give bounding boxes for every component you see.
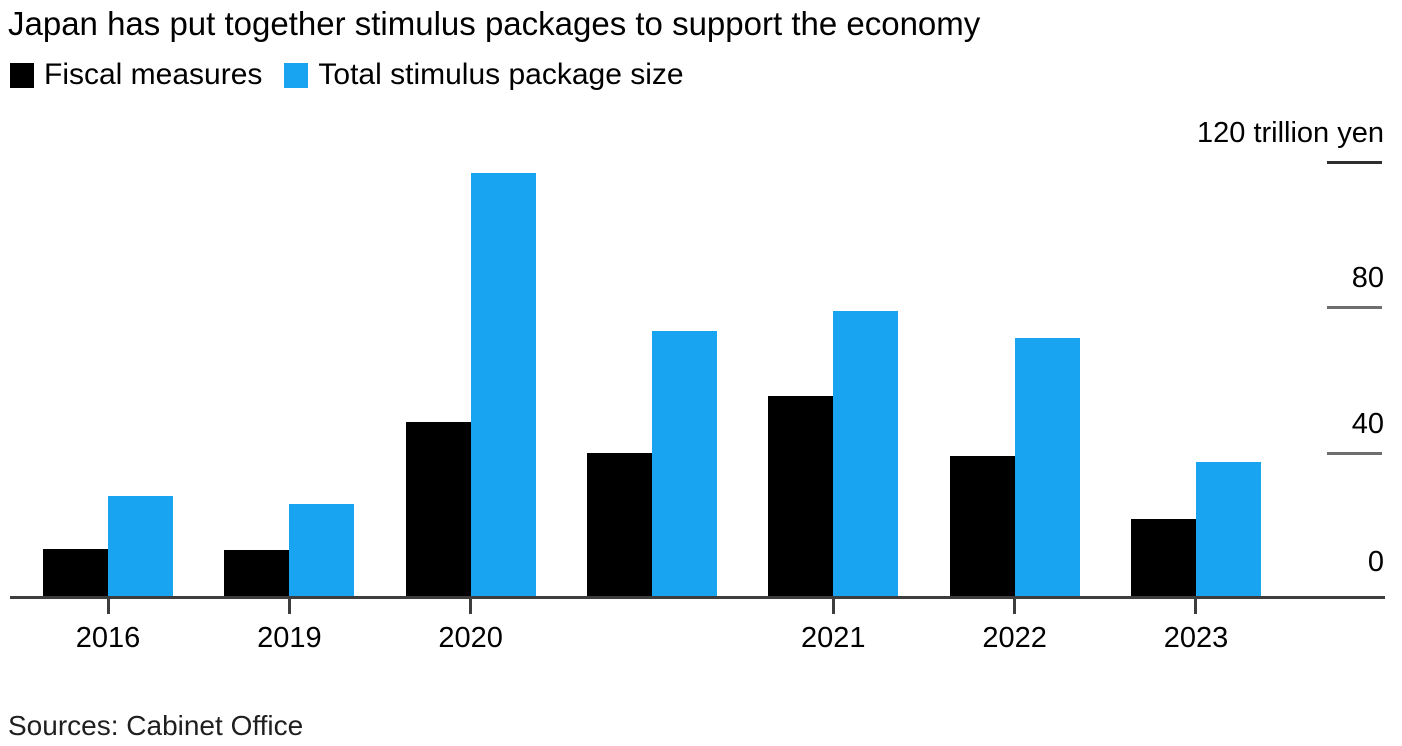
y-tick-80 [1327,306,1382,310]
bar-fiscal-2016 [43,548,108,598]
y-tick-40 [1327,451,1382,455]
legend-label-total: Total stimulus package size [318,58,684,91]
bar-total-2016 [108,495,173,598]
x-label-2023: 2023 [1163,622,1229,654]
legend-item-fiscal: Fiscal measures [10,60,262,90]
legend-label-fiscal: Fiscal measures [44,58,263,91]
x-label-2022: 2022 [982,622,1047,654]
y-label-120: 120 trillion yen [1197,117,1384,149]
bar-total-group-4 [651,330,717,598]
x-label-2021: 2021 [801,622,866,654]
legend-swatch-black-icon [10,62,34,88]
y-label-80: 80 [1351,262,1384,295]
bar-fiscal-2019 [224,550,290,598]
x-axis-line [10,596,1385,599]
x-tick-2019 [287,599,291,614]
x-label-2016: 2016 [75,622,141,654]
x-label-2019: 2019 [257,622,322,654]
bar-total-2020 [470,172,536,598]
x-tick-2022 [1013,599,1017,614]
bar-fiscal-2020 [405,422,471,598]
bar-total-2019 [289,503,355,598]
y-tick-120 [1327,161,1382,164]
x-tick-2016 [106,599,110,614]
bar-total-2023 [1195,462,1261,598]
source-note: Sources: Cabinet Office [8,710,304,741]
bar-total-2021 [833,311,899,598]
legend-item-total: Total stimulus package size [284,58,684,91]
bar-fiscal-2022 [949,456,1015,598]
chart-title: Japan has put together stimulus packages… [8,5,981,42]
x-tick-2023 [1194,599,1198,614]
x-tick-2021 [831,599,835,614]
y-label-40: 40 [1351,407,1384,440]
bar-fiscal-2021 [768,395,834,598]
x-label-2020: 2020 [438,622,503,654]
y-label-0: 0 [1367,546,1384,578]
x-tick-2020 [469,599,473,614]
legend-swatch-blue-icon [284,62,309,88]
legend: Fiscal measures Total stimulus package s… [10,60,684,90]
bar-fiscal-2023 [1130,518,1196,598]
bar-fiscal-group-4 [586,452,652,598]
bar-total-2022 [1014,337,1080,598]
